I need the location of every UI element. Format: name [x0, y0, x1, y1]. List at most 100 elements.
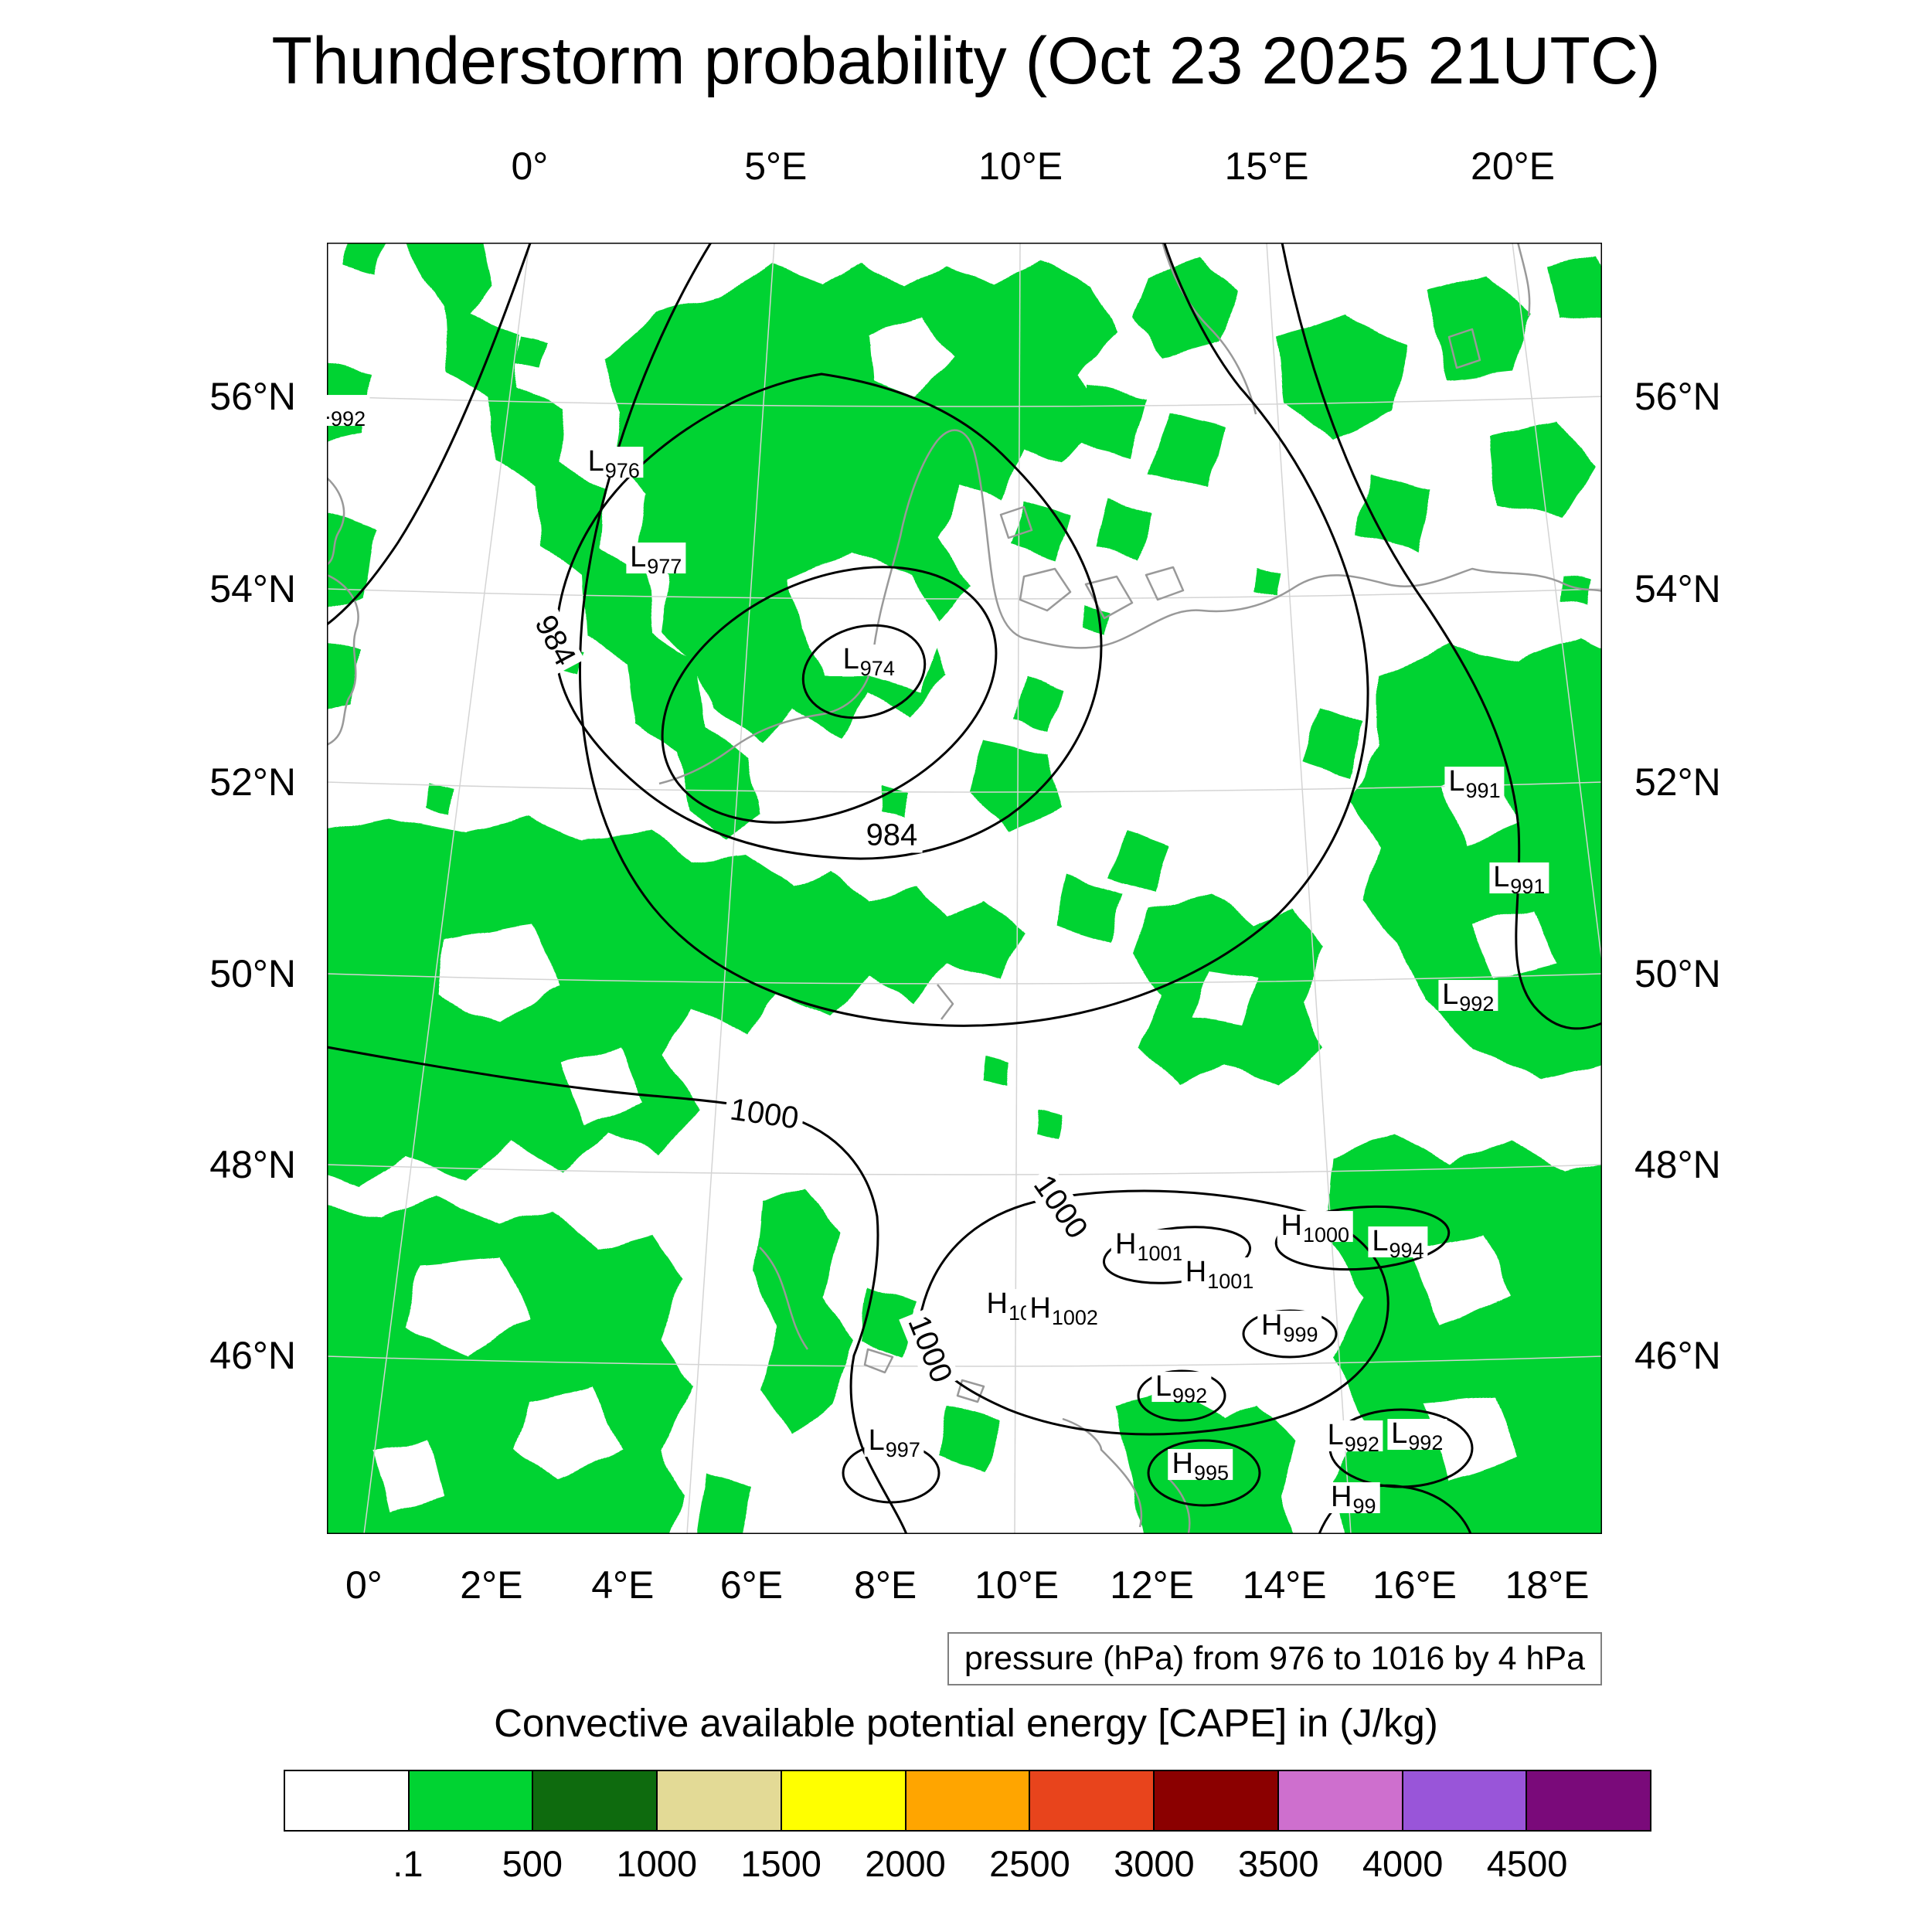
y-axis-left: 56°N 54°N 52°N 50°N 48°N 46°N	[0, 243, 327, 1534]
pressure-center-letter: H	[1331, 1481, 1352, 1514]
colorbar-swatch	[1030, 1770, 1155, 1832]
pressure-center-letter: H	[1281, 1209, 1302, 1243]
pressure-center-label-L992: L992	[1151, 1369, 1212, 1406]
colorbar-swatch	[533, 1770, 658, 1832]
pressure-center-value: 977	[647, 554, 682, 578]
x-axis-tick-label-bottom: 16°E	[1372, 1563, 1457, 1607]
pressure-center-letter: L	[1448, 765, 1465, 798]
pressure-center-value: 976	[604, 459, 640, 483]
colorbar-tick-label: 3000	[1114, 1843, 1195, 1884]
pressure-center-letter: H	[986, 1287, 1008, 1320]
pressure-center-letter: L	[1327, 1419, 1344, 1452]
coastline-layer	[327, 243, 1602, 1534]
pressure-center-value: 974	[859, 656, 895, 680]
pressure-center-letter: H	[1029, 1292, 1051, 1325]
pressure-center-letter: L	[587, 445, 604, 478]
pressure-center-value: 997	[885, 1437, 920, 1461]
colorbar-swatch	[1155, 1770, 1279, 1832]
pressure-range-note: pressure (hPa) from 976 to 1016 by 4 hPa	[947, 1632, 1602, 1685]
y-axis-tick-label-left: 56°N	[209, 374, 296, 418]
pressure-center-value: 991	[1465, 779, 1501, 803]
y-axis-tick-label-right: 46°N	[1634, 1334, 1721, 1378]
colorbar-swatch	[781, 1770, 906, 1832]
pressure-center-value: 99	[1352, 1495, 1376, 1519]
pressure-center-label-L992: L992	[1323, 1419, 1383, 1455]
pressure-center-value: 992	[1344, 1433, 1379, 1457]
colorbar-swatch	[658, 1770, 782, 1832]
pressure-center-letter: H	[1114, 1227, 1137, 1260]
pressure-center-label-H10: H10	[982, 1287, 1036, 1324]
pressure-center-value: 1001	[1207, 1270, 1254, 1294]
pressure-center-label-L992: L992	[1387, 1417, 1447, 1454]
pressure-center-label-H999: H999	[1257, 1310, 1322, 1345]
x-axis-top: 0° 5°E 10°E 15°E 20°E	[327, 144, 1602, 193]
pressure-center-value: 995	[1193, 1461, 1230, 1485]
colorbar-tick-label: 500	[502, 1843, 563, 1884]
x-axis-tick-label-bottom: 0°	[345, 1563, 383, 1607]
pressure-center-value: 1002	[1051, 1306, 1098, 1330]
pressure-center-label-H1002: H1002	[1026, 1292, 1102, 1328]
pressure-center-value: 992	[1172, 1383, 1208, 1407]
x-axis-tick-label-top: 10°E	[978, 145, 1063, 188]
page-title: Thunderstorm probability (Oct 23 2025 21…	[271, 24, 1661, 98]
pressure-center-label-H99: H99	[1327, 1481, 1380, 1517]
x-axis-tick-label-bottom: 4°E	[591, 1563, 655, 1607]
x-axis-tick-label-top: 0°	[511, 145, 549, 188]
pressure-centers-layer: L992L976L977L974L991L991L992H1001H1001H1…	[327, 243, 1602, 1534]
pressure-center-label-L994: L994	[1368, 1225, 1428, 1262]
pressure-center-value: 999	[1283, 1323, 1318, 1347]
pressure-center-label-H1000: H1000	[1277, 1209, 1354, 1247]
pressure-center-letter: L	[868, 1423, 885, 1457]
colorbar-tick-label: 4000	[1362, 1843, 1444, 1884]
pressure-center-label-L977: L977	[626, 540, 686, 577]
colorbar-swatch	[1278, 1770, 1403, 1832]
pressure-center-letter: L	[1442, 978, 1459, 1012]
x-axis-tick-label-bottom: 8°E	[854, 1563, 917, 1607]
pressure-center-label-H1001: H1001	[1111, 1227, 1188, 1264]
y-axis-tick-label-left: 50°N	[209, 951, 296, 995]
y-axis-tick-label-left: 48°N	[209, 1143, 296, 1187]
pressure-center-letter: L	[1372, 1225, 1389, 1258]
y-axis-tick-label-right: 52°N	[1634, 760, 1721, 804]
pressure-center-value: 992	[331, 407, 366, 431]
pressure-center-label-H995: H995	[1168, 1447, 1233, 1484]
pressure-center-letter: L	[327, 393, 330, 426]
colorbar-title: Convective available potential energy [C…	[494, 1701, 1438, 1745]
pressure-center-value: 1001	[1137, 1241, 1184, 1265]
x-axis-tick-label-top: 15°E	[1224, 145, 1309, 188]
pressure-center-letter: L	[1391, 1417, 1408, 1451]
pressure-center-value: 992	[1459, 992, 1495, 1016]
y-axis-tick-label-right: 54°N	[1634, 566, 1721, 611]
cape-colorbar-labels: .1 500 1000 1500 2000 2500 3000 3500 4000 4500	[284, 1842, 1651, 1889]
pressure-center-letter: L	[630, 540, 647, 573]
x-axis-tick-label-top: 5°E	[744, 145, 808, 188]
pressure-center-value: 1000	[1302, 1223, 1350, 1247]
map-canvas	[327, 243, 1602, 1534]
x-axis-tick-label-bottom: 6°E	[719, 1563, 784, 1607]
x-axis-bottom: 0° 2°E 4°E 6°E 8°E 10°E 12°E 14°E 16°E 18°E	[327, 1563, 1602, 1617]
y-axis-tick-label-right: 48°N	[1634, 1143, 1721, 1187]
colorbar-tick-label: 1500	[740, 1843, 821, 1884]
y-axis-tick-label-left: 54°N	[209, 566, 296, 611]
pressure-center-letter: H	[1172, 1447, 1193, 1480]
x-axis-tick-label-bottom: 10°E	[975, 1563, 1060, 1607]
y-axis-tick-label-left: 52°N	[209, 760, 296, 804]
pressure-center-label-L976: L976	[583, 445, 644, 481]
pressure-center-value: 991	[1510, 875, 1546, 899]
colorbar-swatch	[906, 1770, 1031, 1832]
y-axis-right: 56°N 54°N 52°N 50°N 48°N 46°N	[1602, 243, 1932, 1534]
colorbar-tick-label: 4500	[1486, 1843, 1568, 1884]
colorbar-tick-label: 1000	[616, 1843, 697, 1884]
pressure-center-letter: L	[842, 642, 859, 675]
pressure-center-label-H1001: H1001	[1181, 1257, 1258, 1293]
colorbar-tick-label: 2000	[865, 1843, 946, 1884]
pressure-center-label-L992: L992	[1438, 978, 1498, 1015]
pressure-center-label-L991: L991	[1444, 765, 1505, 802]
x-axis-tick-label-top: 20°E	[1471, 145, 1555, 188]
y-axis-tick-label-left: 46°N	[209, 1334, 296, 1378]
pressure-center-letter: L	[1155, 1369, 1172, 1403]
colorbar-tick-label: 3500	[1237, 1843, 1319, 1884]
colorbar-swatch	[1527, 1770, 1652, 1832]
contour-labels-layer: 984 984 1000 1000 1000	[327, 243, 1602, 1534]
